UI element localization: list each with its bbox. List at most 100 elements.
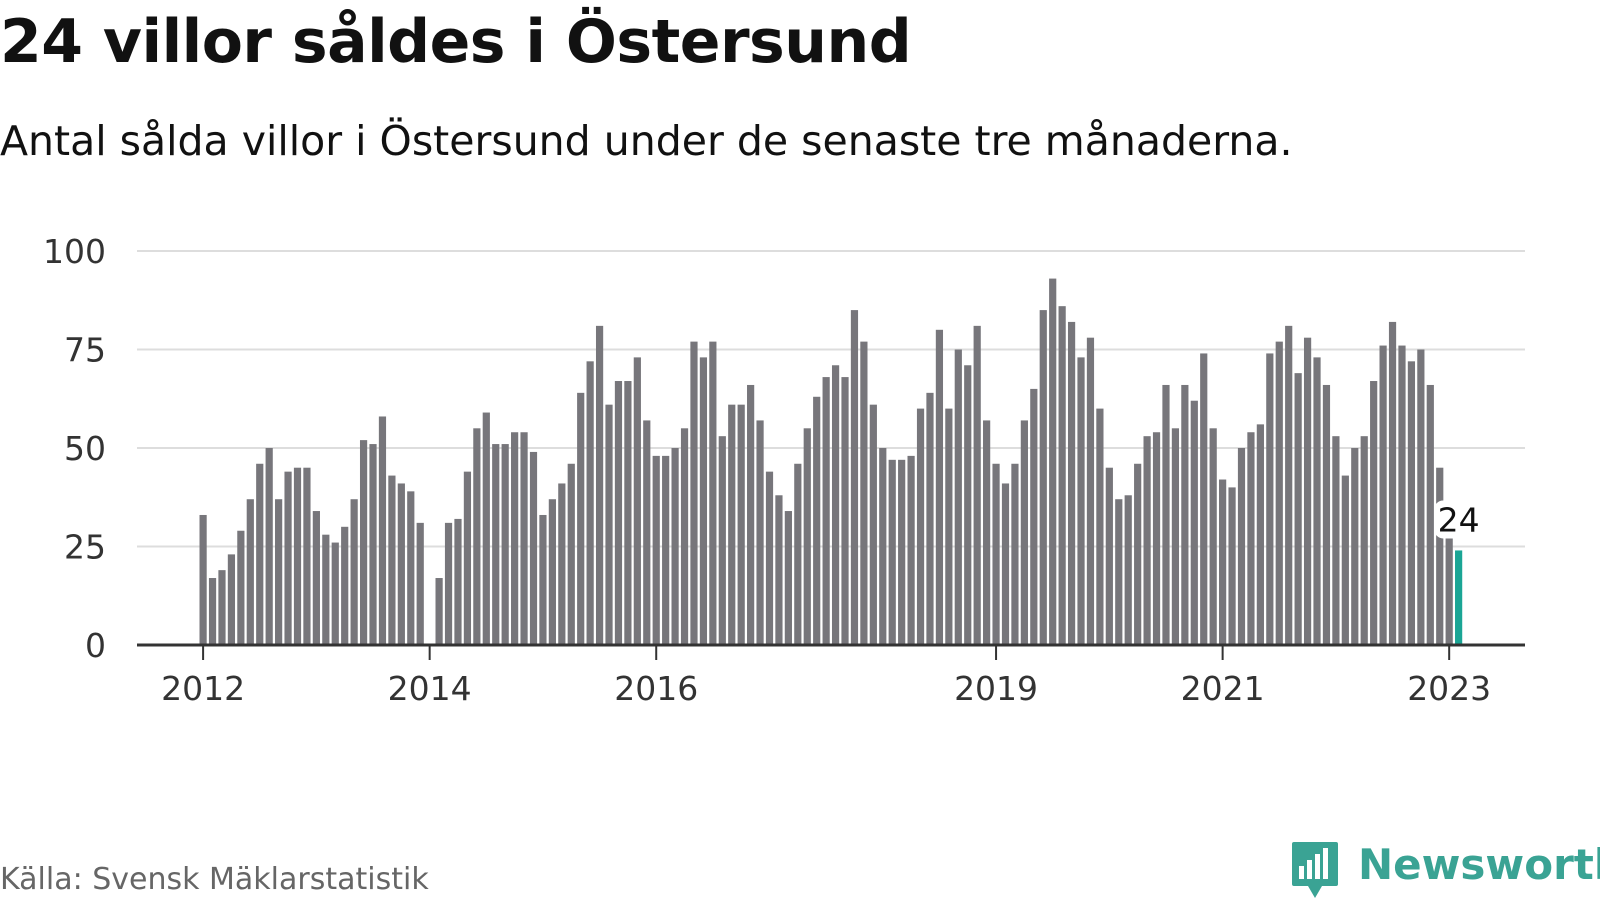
- y-tick-label: 25: [64, 528, 106, 567]
- bar: [1275, 341, 1283, 645]
- bar: [1388, 321, 1397, 645]
- bar: [728, 404, 736, 645]
- bar: [416, 522, 424, 645]
- bar: [850, 310, 859, 645]
- bar: [1417, 349, 1425, 645]
- bar: [284, 471, 292, 645]
- bar: [473, 428, 481, 645]
- bar: [784, 511, 792, 645]
- bar: [1001, 483, 1010, 645]
- bar: [341, 526, 349, 645]
- bar: [1162, 384, 1170, 645]
- bar: [1322, 384, 1331, 645]
- y-tick-label: 0: [85, 626, 106, 665]
- data-label: 24: [1438, 500, 1480, 539]
- data-label-background: [1434, 500, 1484, 539]
- bar: [775, 495, 783, 645]
- bar: [567, 463, 575, 645]
- bar: [709, 341, 717, 645]
- bar: [680, 428, 689, 645]
- bar: [1067, 321, 1076, 645]
- bar: [331, 542, 339, 645]
- bar: [945, 408, 953, 645]
- bar: [520, 432, 528, 645]
- bar: [1313, 357, 1321, 645]
- bar: [690, 341, 698, 645]
- brand-name: Newsworthy: [1358, 840, 1600, 889]
- bar: [624, 381, 632, 645]
- brand-logo: Newsworthy: [1290, 840, 1600, 900]
- bar: [350, 499, 358, 645]
- bar: [558, 483, 566, 645]
- x-tick-label: 2021: [1181, 669, 1265, 708]
- bar: [643, 420, 651, 645]
- bar: [199, 514, 207, 645]
- bar: [454, 518, 462, 645]
- bar: [275, 499, 283, 645]
- bar: [1086, 337, 1095, 645]
- bar: [1171, 428, 1180, 645]
- bar: [586, 361, 594, 645]
- bar: [397, 483, 405, 645]
- bar: [359, 440, 368, 645]
- bar: [435, 578, 443, 645]
- bar: [1303, 337, 1312, 645]
- bar: [813, 396, 821, 645]
- bar: [860, 341, 868, 645]
- bar: [388, 475, 396, 645]
- bar: [1096, 408, 1104, 645]
- bar: [1115, 499, 1123, 645]
- bar: [1407, 361, 1416, 645]
- bar: [265, 448, 273, 645]
- bar: [1341, 475, 1349, 645]
- bar: [898, 459, 906, 645]
- bar: [1370, 381, 1378, 645]
- bar: [246, 499, 254, 645]
- bar: [511, 432, 519, 645]
- x-tick-label: 2014: [388, 669, 472, 708]
- bar: [954, 349, 962, 645]
- bar: [926, 392, 934, 645]
- bar: [1152, 432, 1161, 645]
- bar: [737, 404, 745, 645]
- bar: [1266, 353, 1274, 645]
- bar: [1077, 357, 1085, 645]
- bar: [1351, 448, 1359, 645]
- bar: [1181, 384, 1189, 645]
- bar: [699, 357, 708, 645]
- y-tick-label: 100: [43, 232, 106, 271]
- bar: [256, 463, 264, 645]
- bar: [879, 448, 887, 645]
- bar: [652, 455, 660, 645]
- chart-speech-bubble-icon: [1292, 842, 1338, 898]
- bar: [208, 578, 217, 645]
- bar: [747, 384, 755, 645]
- bar: [1426, 384, 1434, 645]
- bar: [983, 420, 991, 645]
- bar: [1011, 463, 1019, 645]
- bar: [595, 325, 604, 645]
- bar: [1445, 534, 1453, 645]
- x-tick-label: 2012: [161, 669, 245, 708]
- bar: [227, 554, 236, 645]
- bar: [492, 444, 500, 645]
- bar: [671, 448, 679, 645]
- bar: [1039, 310, 1047, 645]
- bar: [1294, 373, 1302, 645]
- bar: [1360, 436, 1368, 645]
- bar: [935, 329, 944, 645]
- bar: [803, 428, 811, 645]
- bar: [756, 420, 764, 645]
- bar: [529, 451, 538, 645]
- bar: [463, 471, 472, 645]
- bar: [482, 412, 490, 645]
- page-title: 24 villor såldes i Östersund: [0, 7, 912, 77]
- x-tick-label: 2023: [1407, 669, 1491, 708]
- bar: [548, 499, 556, 645]
- bar: [1247, 432, 1255, 645]
- bar: [1124, 495, 1132, 645]
- bar: [1143, 436, 1151, 645]
- bar: [1228, 487, 1236, 645]
- bar: [539, 514, 547, 645]
- bar: [1332, 436, 1340, 645]
